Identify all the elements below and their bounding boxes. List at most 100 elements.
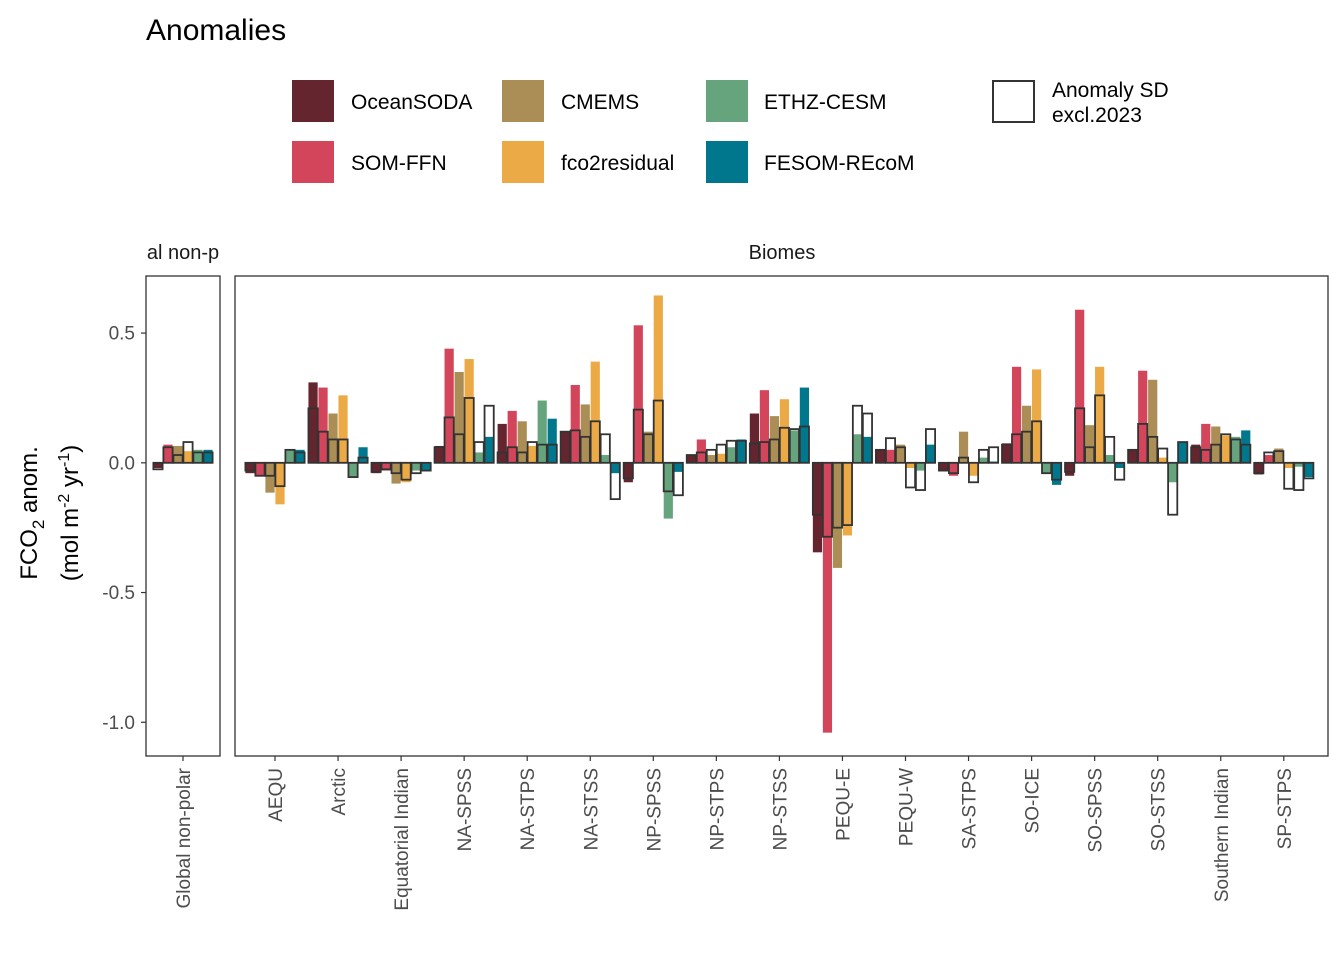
bar-group-sp-stps — [1253, 448, 1315, 491]
bar-cmems — [454, 372, 464, 463]
bar-oceansoda — [938, 462, 949, 471]
sd-outline-fesom-recom — [672, 461, 684, 497]
bar-fesom-recom — [1115, 462, 1125, 468]
bar-fco2residual — [183, 451, 193, 463]
bar-cmems — [958, 431, 969, 463]
bar-oceansoda — [308, 382, 318, 463]
chart-title: Anomalies — [146, 14, 286, 47]
bar-oceansoda — [749, 413, 759, 463]
bar-fesom-recom — [925, 444, 936, 463]
facet-strip-global: al non-p — [147, 242, 219, 264]
bar-fco2residual — [905, 462, 916, 468]
x-tick-label-so-stss: SO-STSS — [1149, 768, 1170, 851]
panel-biomes — [234, 275, 1329, 757]
bar-fco2residual — [338, 395, 348, 463]
sd-outline-fesom-recom — [925, 428, 937, 464]
bar-group-sa-stps — [938, 431, 1000, 484]
bar-cmems — [265, 462, 275, 493]
sd-outline-fco2residual — [1094, 394, 1106, 464]
bar-fco2residual — [1095, 366, 1105, 463]
bar-group-pequ-w — [875, 428, 937, 491]
bar-group-na-stps — [496, 400, 558, 464]
panel-border — [145, 275, 221, 757]
y-axis-units-c: ) — [57, 445, 84, 453]
bar-group-na-stss — [559, 361, 621, 501]
bar-fesom-recom — [203, 449, 213, 463]
x-tick-label-np-spss: NP-SPSS — [644, 768, 665, 851]
sd-outline-oceansoda — [1253, 461, 1265, 475]
legend-label-som-ffn: SOM-FFN — [351, 152, 447, 175]
y-tick-label: 0.5 — [109, 324, 135, 345]
bar-oceansoda — [623, 462, 633, 483]
x-tick-label-southern-indian: Southern Indian — [1212, 768, 1233, 902]
bar-fco2residual — [275, 462, 285, 505]
x-tick-label-global-non-polar: Global non-polar — [174, 767, 195, 908]
bar-ethz-cesm — [852, 434, 863, 463]
bar-ethz-cesm — [411, 462, 421, 471]
bar-fesom-recom — [799, 387, 809, 463]
bar-cmems — [517, 421, 527, 463]
sd-outline-fesom-recom — [483, 404, 495, 464]
bar-ethz-cesm — [915, 462, 926, 471]
sd-outline-cmems — [958, 456, 970, 464]
bar-group-so-spss — [1064, 309, 1126, 481]
legend-key-fco2residual — [502, 141, 544, 183]
sd-outline-fesom-recom — [988, 446, 1000, 464]
bar-som-ffn — [444, 348, 454, 463]
bar-group-arctic — [307, 382, 369, 478]
bar-group-southern-indian — [1190, 423, 1252, 464]
x-tick-label-na-stss: NA-STSS — [581, 768, 602, 850]
bar-ethz-cesm — [600, 455, 610, 463]
sd-outline-fesom-recom — [1240, 443, 1252, 464]
bar-ethz-cesm — [1294, 462, 1304, 467]
bar-som-ffn — [318, 387, 328, 463]
bar-fesom-recom — [295, 449, 305, 463]
x-tick-label-aequ: AEQU — [266, 768, 287, 822]
bar-cmems — [328, 413, 338, 463]
bar-som-ffn — [1201, 423, 1211, 463]
bar-cmems — [580, 404, 590, 463]
sd-outline-som-ffn — [1074, 407, 1086, 464]
legend-key-ethz-cesm — [706, 80, 748, 122]
legend-key-anomaly-sd — [992, 80, 1035, 123]
legend-label-fesom-recom: FESOM-REcoM — [764, 152, 915, 175]
bar-ethz-cesm — [285, 449, 295, 463]
x-tick-label-sp-stps: SP-STPS — [1275, 768, 1296, 849]
sd-outline-fco2residual — [968, 461, 980, 484]
bar-som-ffn — [507, 410, 517, 463]
sd-outline-ethz-cesm — [347, 461, 359, 478]
legend-label-fco2residual: fco2residual — [561, 152, 674, 175]
bar-oceansoda — [153, 462, 163, 468]
sd-outline-fesom-recom — [798, 425, 810, 464]
sd-outline-fesom-recom — [420, 461, 432, 472]
bar-fco2residual — [527, 445, 537, 463]
y-tick-label: 0.0 — [109, 453, 135, 474]
bar-oceansoda — [497, 423, 507, 463]
bar-cmems — [706, 455, 716, 463]
x-tick-label-np-stps: NP-STPS — [707, 768, 728, 850]
bar-group-so-ice — [1001, 366, 1063, 485]
bar-fco2residual — [842, 462, 853, 536]
bar-oceansoda — [812, 462, 823, 553]
bar-cmems — [1085, 425, 1095, 463]
bar-fco2residual — [1284, 462, 1294, 468]
bar-som-ffn — [1264, 455, 1274, 463]
sd-outline-ethz-cesm — [1104, 435, 1116, 464]
bar-cmems — [1274, 448, 1284, 463]
bar-oceansoda — [1254, 462, 1264, 475]
bar-som-ffn — [1075, 309, 1085, 463]
bar-group-np-stps — [685, 439, 747, 464]
sd-outline-fesom-recom — [735, 439, 747, 464]
bar-group-np-spss — [622, 295, 684, 519]
bar-group-pequ-e — [811, 404, 873, 733]
bar-group-global-non-polar — [152, 441, 214, 471]
bar-group-equatorial-indian — [370, 461, 432, 484]
y-axis-units-b: yr — [57, 467, 84, 494]
bar-ethz-cesm — [537, 400, 547, 463]
x-tick-label-np-stss: NP-STSS — [770, 768, 791, 850]
sd-outline-cmems — [1273, 450, 1285, 464]
bar-oceansoda — [560, 431, 570, 463]
bar-som-ffn — [696, 439, 706, 463]
bar-som-ffn — [1138, 370, 1148, 463]
bar-fesom-recom — [1178, 442, 1188, 463]
